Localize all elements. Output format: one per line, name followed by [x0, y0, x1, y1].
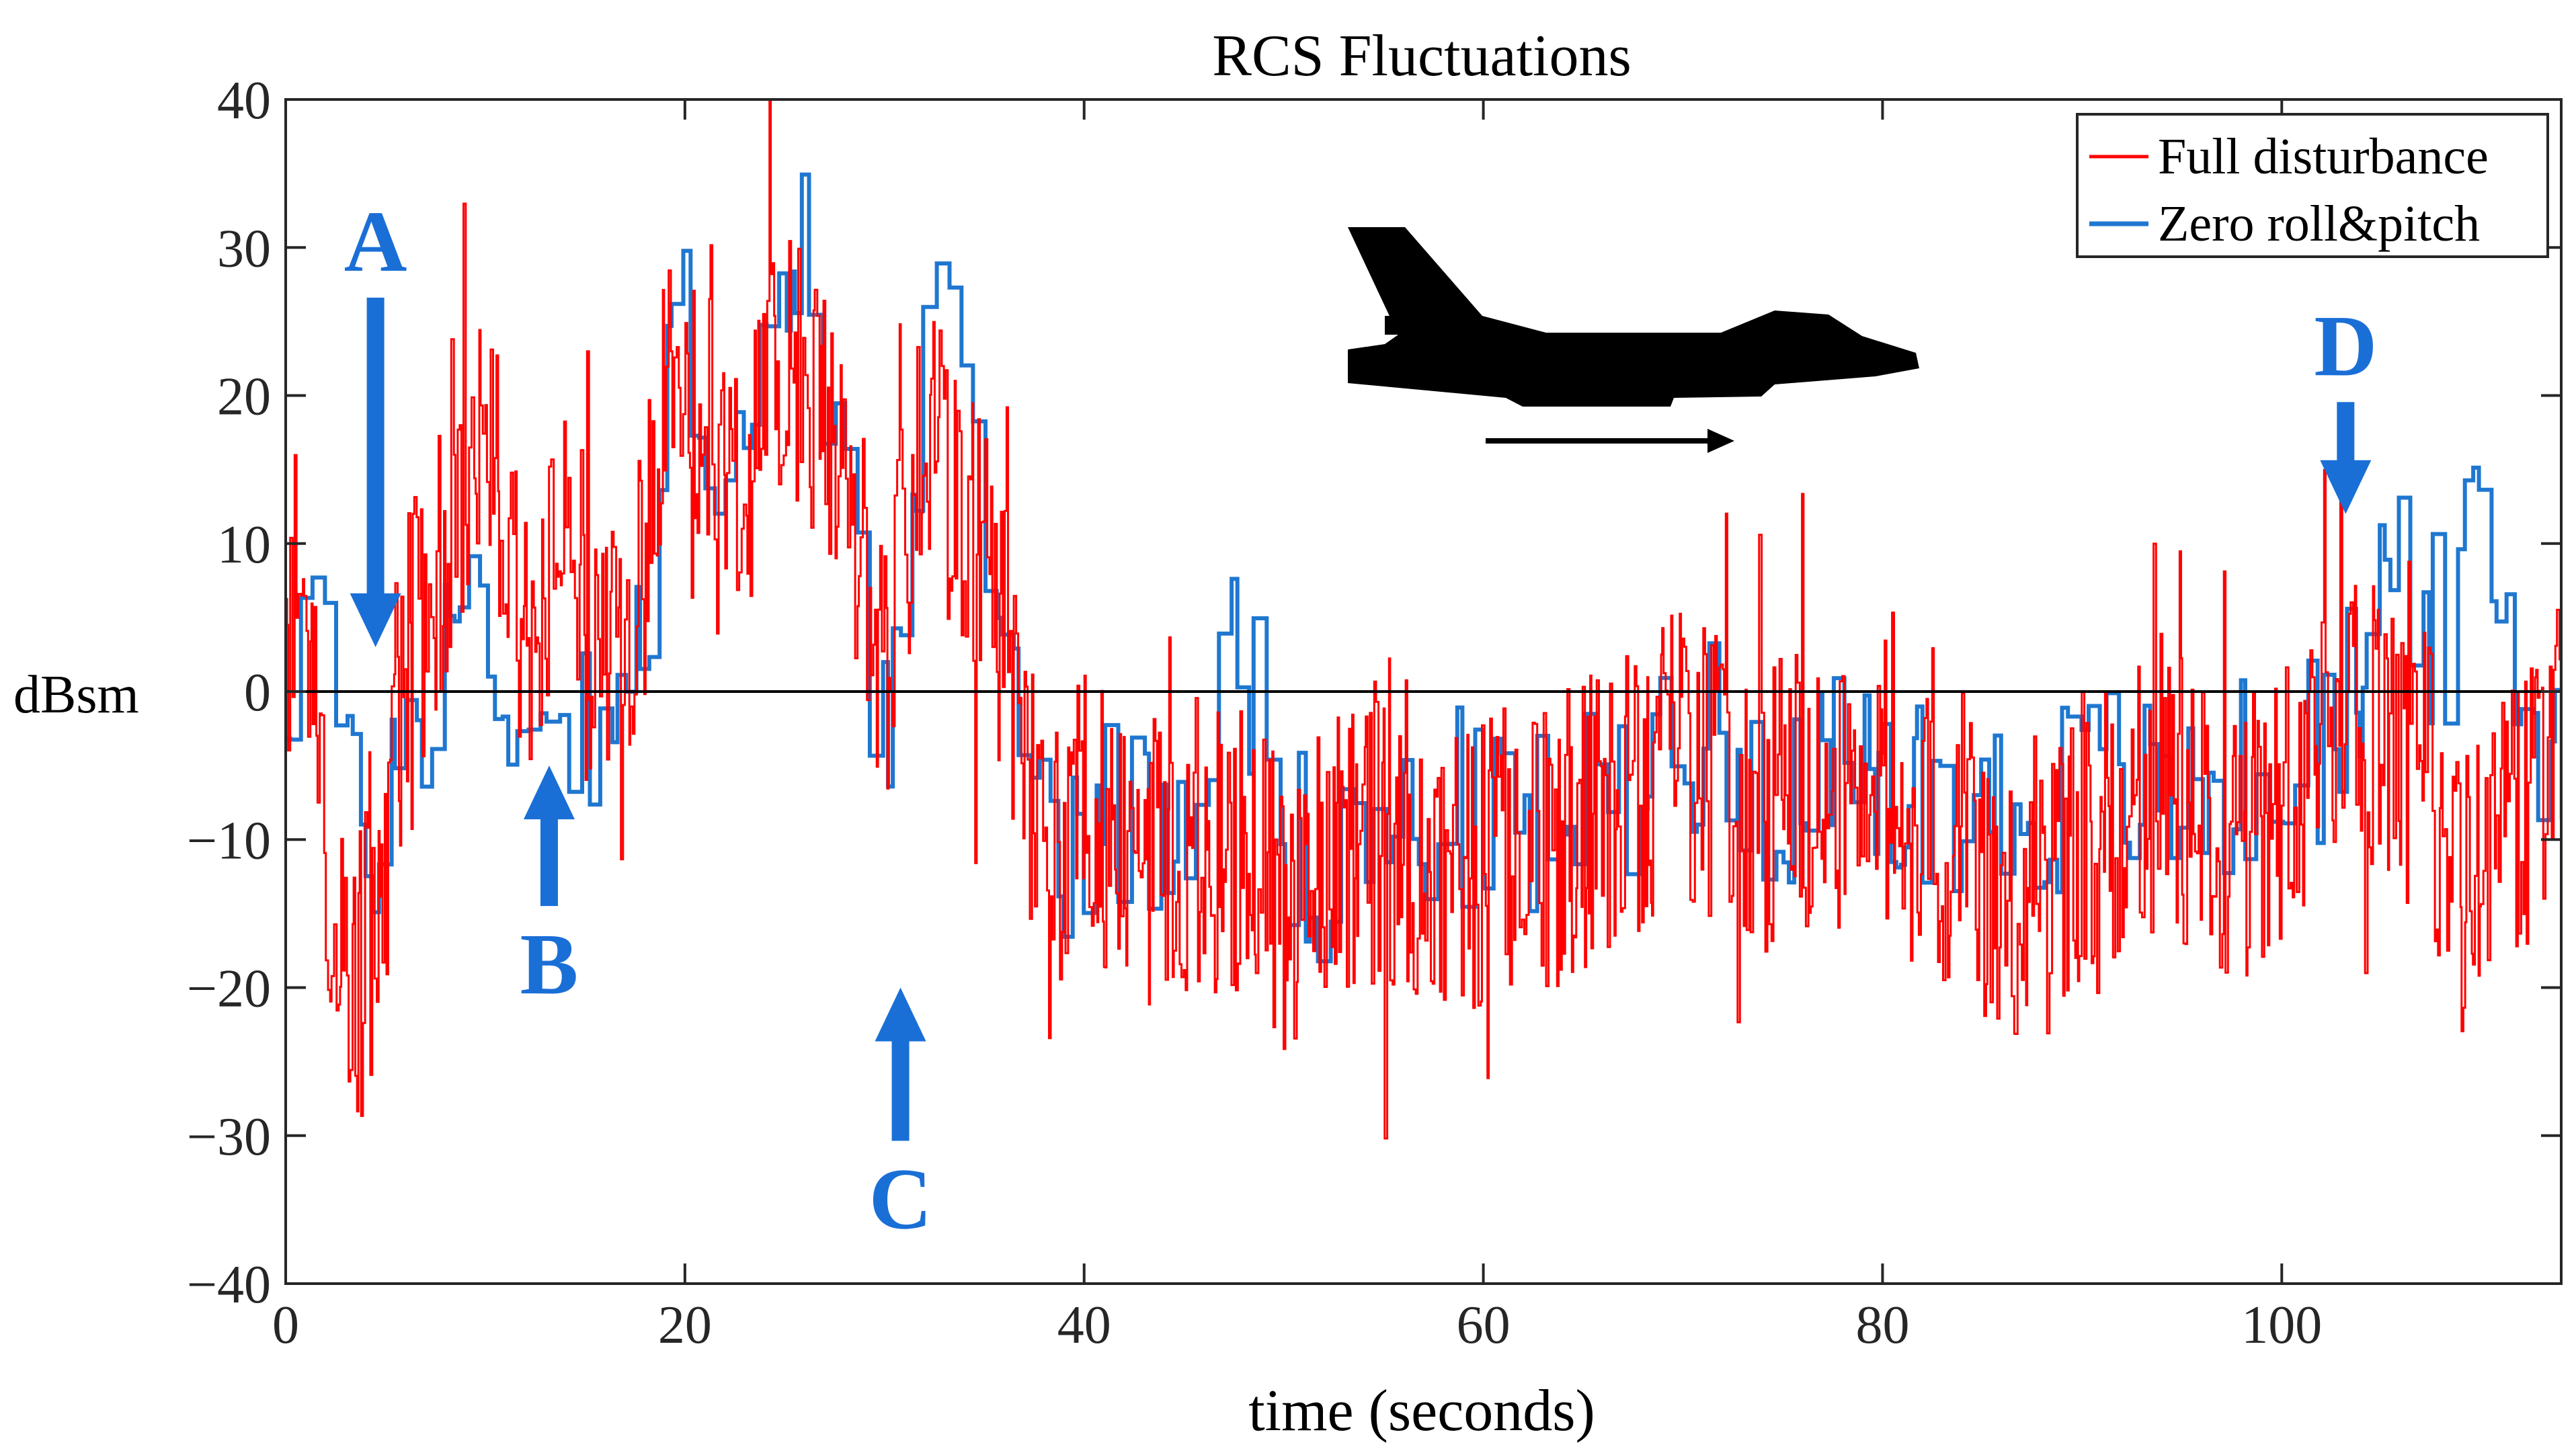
plot-area: 0 20 40 60 80 100 −40 −30 −20 −10 0 10 20 30 40	[187, 71, 2563, 1355]
y-tick-label: 10	[217, 515, 271, 575]
y-axis-label: dBsm	[13, 665, 139, 724]
legend-label-full-disturbance: Full disturbance	[2158, 128, 2489, 185]
annotation-d: D	[2314, 298, 2377, 514]
annotations-layer: A B C D	[344, 194, 2378, 1248]
series-line-full-disturbance	[286, 99, 2561, 1140]
y-tick-label: −30	[187, 1108, 271, 1167]
x-tick-label: 60	[1457, 1296, 1511, 1355]
fighter-jet-silhouette-icon	[1348, 227, 1919, 407]
annotation-arrow-head	[875, 987, 926, 1042]
annotation-a: A	[344, 194, 407, 647]
annotation-arrow-head	[2320, 460, 2372, 514]
direction-arrow-icon	[1486, 429, 1734, 453]
ticks-layer: 0 20 40 60 80 100 −40 −30 −20 −10 0 10 20 30 40	[187, 71, 2561, 1355]
x-tick-label: 0	[272, 1296, 299, 1355]
y-tick-label: 40	[217, 71, 271, 130]
annotation-arrow-head	[523, 765, 575, 820]
chart-title: RCS Fluctuations	[1212, 24, 1631, 89]
y-tick-label: 30	[217, 219, 271, 278]
legend-box	[2076, 113, 2549, 258]
x-tick-label: 80	[1855, 1296, 1909, 1355]
x-axis-label: time (seconds)	[1248, 1378, 1595, 1444]
legend: Full disturbance Zero roll&pitch	[2076, 113, 2549, 258]
x-tick-label: 20	[658, 1296, 712, 1355]
annotation-label: D	[2314, 298, 2377, 394]
annotation-b: B	[520, 765, 579, 1013]
annotation-label: C	[869, 1151, 932, 1248]
x-tick-label: 100	[2241, 1296, 2322, 1355]
y-tick-label: −10	[187, 811, 271, 870]
x-tick-label: 40	[1057, 1296, 1111, 1355]
annotation-label: B	[520, 916, 579, 1013]
y-tick-label: −20	[187, 960, 271, 1019]
annotation-c: C	[869, 987, 932, 1248]
y-tick-label: −40	[187, 1255, 271, 1315]
annotation-label: A	[344, 194, 407, 290]
legend-label-zero-roll-pitch: Zero roll&pitch	[2158, 196, 2480, 252]
series-layer	[286, 99, 2561, 1140]
annotation-arrow-head	[350, 593, 401, 647]
y-tick-label: 0	[244, 663, 271, 722]
y-tick-label: 20	[217, 368, 271, 427]
